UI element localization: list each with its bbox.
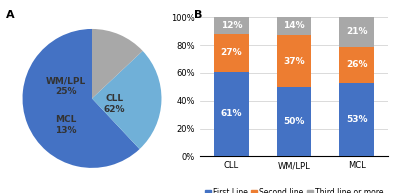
Text: MCL
13%: MCL 13% [55, 115, 76, 135]
Legend: First Line, Second line, Third line or more: First Line, Second line, Third line or m… [202, 185, 386, 193]
Bar [277, 16, 311, 36]
Text: 27%: 27% [220, 48, 242, 57]
Bar [214, 17, 248, 34]
Text: 53%: 53% [346, 115, 368, 124]
Wedge shape [92, 29, 143, 98]
Text: 21%: 21% [346, 27, 368, 36]
Text: 14%: 14% [283, 21, 305, 30]
Text: 50%: 50% [283, 117, 305, 126]
Bar [340, 17, 374, 47]
Text: B: B [194, 10, 202, 20]
Bar [340, 83, 374, 156]
Text: CLL
62%: CLL 62% [104, 94, 125, 114]
Text: 61%: 61% [220, 109, 242, 119]
Wedge shape [22, 29, 140, 168]
Text: 12%: 12% [220, 21, 242, 30]
Text: A: A [6, 10, 15, 20]
Bar [214, 34, 248, 72]
Wedge shape [92, 51, 162, 149]
Text: 26%: 26% [346, 60, 368, 69]
Text: WM/LPL
25%: WM/LPL 25% [46, 76, 86, 96]
Bar [277, 36, 311, 87]
Bar [214, 72, 248, 156]
Text: 37%: 37% [283, 57, 305, 66]
Bar [340, 47, 374, 83]
Bar [277, 87, 311, 156]
